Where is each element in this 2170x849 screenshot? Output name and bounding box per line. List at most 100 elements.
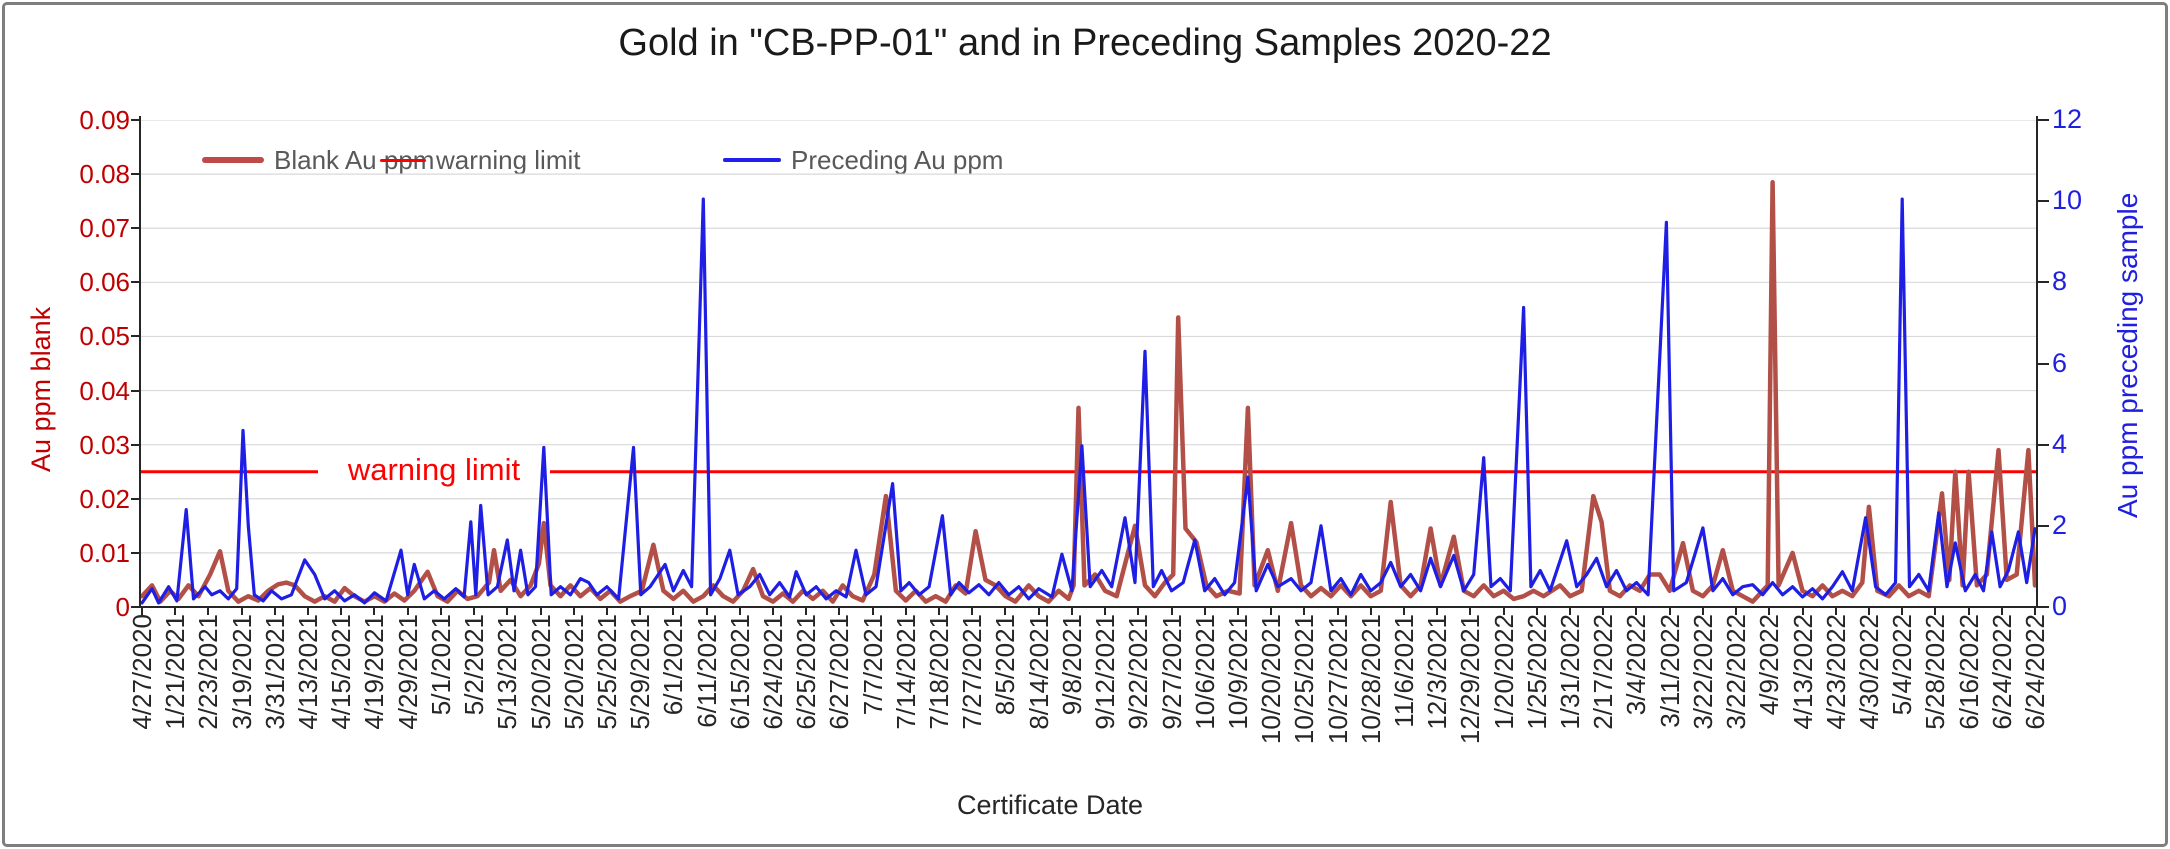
x-axis-tick [1502, 608, 1505, 615]
x-axis-date-label: 5/29/2021 [625, 614, 656, 730]
right-axis-tick-label: 0 [2052, 591, 2068, 621]
x-axis-tick [1236, 608, 1239, 615]
x-axis-date-label: 5/28/2022 [1920, 614, 1951, 730]
x-axis-date-label: 9/12/2021 [1090, 614, 1121, 730]
left-axis-tick [131, 497, 141, 500]
x-axis-date-label: 4/13/2022 [1787, 614, 1818, 730]
x-axis-tick [273, 608, 276, 615]
right-axis-tick [2038, 200, 2049, 203]
preceding-series-line-swatch-icon [723, 158, 781, 162]
x-axis-tick [572, 608, 575, 615]
x-axis-tick [1403, 608, 1405, 615]
x-axis-tick [1203, 608, 1206, 615]
x-axis-tick [1469, 608, 1472, 615]
x-axis-date-label: 6/15/2021 [724, 614, 755, 730]
chart-title: Gold in "CB-PP-01" and in Preceding Samp… [618, 22, 1552, 64]
x-axis-date-label: 10/6/2021 [1189, 614, 1220, 730]
x-axis-date-label: 3/19/2021 [226, 614, 257, 730]
legend-item-warning-limit: warning limit [380, 144, 581, 176]
x-axis-tick [1668, 608, 1671, 615]
x-axis-date-label: 8/14/2021 [1023, 614, 1054, 730]
x-axis-tick [705, 608, 708, 615]
x-axis-date-label: 4/30/2022 [1853, 614, 1884, 730]
x-axis-tick [406, 608, 409, 615]
x-axis-date-label: 4/23/2022 [1820, 614, 1851, 730]
right-axis-tick-label: 10 [2052, 185, 2083, 216]
left-axis-tick [131, 389, 141, 392]
left-axis-tick [131, 119, 141, 121]
x-axis-date-label: 5/13/2021 [492, 614, 523, 730]
x-axis-date-label: 7/14/2021 [890, 614, 921, 730]
x-axis-tick [1170, 608, 1173, 615]
x-axis-tick [2000, 608, 2003, 615]
x-axis-date-label: 6/1/2021 [658, 614, 689, 716]
x-axis-tick [1901, 608, 1904, 615]
x-axis-date-label: 5/4/2022 [1887, 614, 1918, 716]
left-axis-tick [131, 551, 141, 554]
plot-area [141, 120, 2037, 605]
blank-series-line-swatch-icon [202, 157, 264, 163]
x-axis-date-label: 4/19/2021 [359, 614, 390, 730]
x-axis-tick [1735, 608, 1738, 615]
x-axis-tick [1037, 608, 1040, 615]
x-axis-date-label: 10/20/2021 [1256, 614, 1287, 745]
left-axis-tick-label: 0.07 [79, 213, 130, 244]
x-axis-date-label: 6/24/2021 [758, 614, 788, 730]
x-axis-tick [838, 608, 841, 615]
x-axis-tick [473, 608, 476, 615]
right-axis-tick [2038, 524, 2049, 527]
x-axis-date-label: 6/24/2022 [1986, 614, 2017, 730]
right-axis-tick-label: 6 [2052, 347, 2068, 378]
x-axis-date-label: 5/25/2021 [591, 614, 622, 730]
x-axis-tick [672, 608, 675, 615]
legend-label: warning limit [436, 144, 581, 175]
x-axis-tick [1369, 608, 1372, 615]
x-axis-date-label: 6/25/2021 [791, 614, 822, 730]
x-axis-tick [1967, 608, 1970, 615]
x-axis-date-label: 4/13/2021 [293, 614, 324, 730]
x-axis-date-label: 3/22/2022 [1721, 614, 1752, 730]
x-axis-date-label: 10/25/2021 [1289, 614, 1320, 745]
x-axis-tick [805, 608, 808, 615]
x-axis-tick [340, 608, 343, 615]
x-axis-tick [1137, 608, 1140, 615]
x-axis-date-label: 4/27/2020 [127, 614, 157, 730]
x-axis-date-label: 5/2/2021 [459, 614, 490, 716]
x-axis-tick [1270, 608, 1273, 615]
series-line-preceding-au-ppm [141, 197, 2037, 605]
x-axis-tick [207, 608, 210, 615]
left-axis-tick-label: 0.04 [79, 375, 130, 406]
x-axis-date-label: 4/15/2021 [326, 614, 357, 730]
left-axis-tick [131, 335, 141, 338]
left-axis-tick-label: 0.02 [79, 483, 130, 514]
warning-limit-annotation: warning limit [347, 452, 521, 487]
x-axis-date-label: 3/22/2022 [1687, 614, 1718, 730]
right-axis-tick-label: 4 [2052, 428, 2068, 459]
x-axis-date-label: 7/18/2021 [924, 614, 955, 730]
x-axis-tick [605, 608, 608, 615]
legend-label: Preceding Au ppm [791, 144, 1004, 175]
x-axis-tick [772, 608, 774, 615]
x-axis-tick [938, 608, 941, 615]
x-axis-date-label: 9/22/2021 [1123, 614, 1154, 730]
right-axis-tick-label: 2 [2052, 509, 2068, 540]
x-axis-date-label: 4/29/2021 [392, 614, 423, 730]
x-axis-date-label: 9/8/2021 [1056, 614, 1087, 716]
x-axis-tick [738, 608, 741, 615]
x-axis-tick [373, 608, 376, 615]
x-axis-tick [1336, 608, 1339, 615]
x-axis-tick [2034, 608, 2036, 615]
left-axis-tick-label: 0.03 [79, 429, 130, 460]
x-axis-date-label: 2/17/2022 [1588, 614, 1619, 730]
x-axis-date-label: 1/31/2022 [1555, 614, 1586, 730]
x-axis-date-label: 1/21/2021 [160, 614, 191, 730]
x-axis-tick [971, 608, 974, 615]
left-axis-tick [131, 443, 141, 446]
x-axis-date-label: 9/27/2021 [1156, 614, 1187, 730]
left-axis-tick-label: 0.08 [79, 159, 130, 190]
x-axis-date-label: 7/27/2021 [957, 614, 988, 730]
left-axis-tick [131, 227, 141, 230]
x-axis-tick [174, 608, 177, 615]
right-axis-tick-label: 8 [2052, 266, 2068, 297]
